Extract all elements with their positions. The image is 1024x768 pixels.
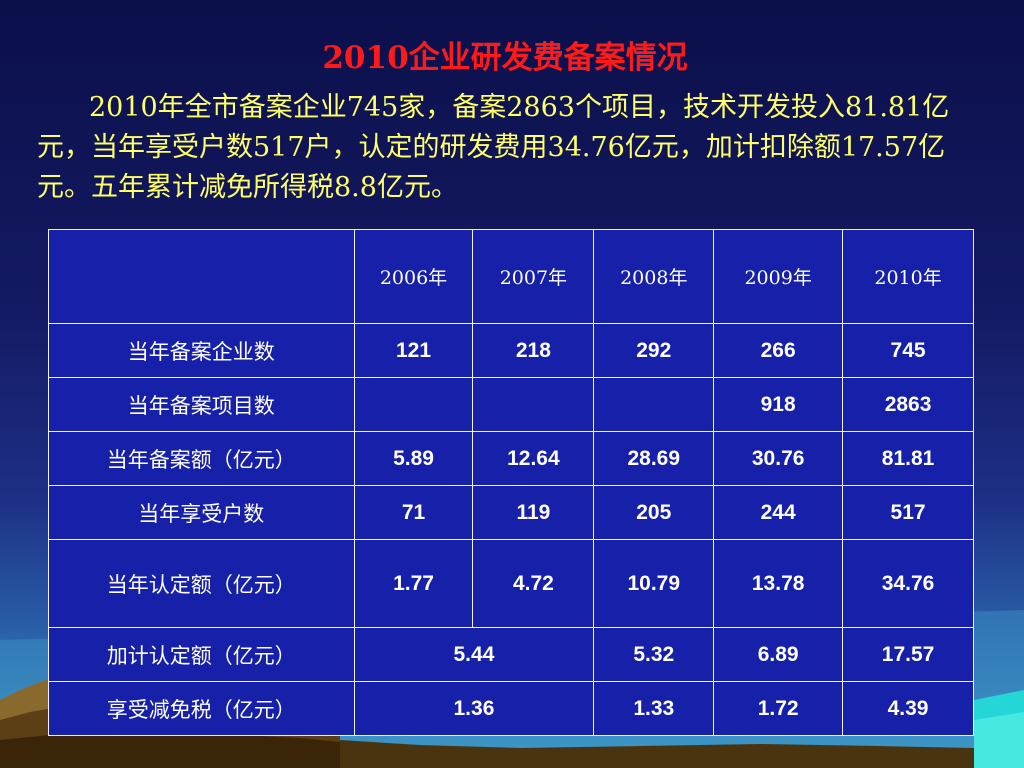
table-cell: 81.81 — [842, 431, 974, 486]
slide-title: 2010企业研发费备案情况 — [322, 40, 688, 76]
summary-text: 2010年全市备案企业745家，备案2863个项目，技术开发投入81.81亿元，… — [37, 92, 950, 203]
table-cell: 13.78 — [713, 539, 844, 628]
data-table: 2006年 2007年 2008年 2009年 2010年 当年备案企业数 12… — [48, 229, 974, 736]
table-cell: 5.32 — [593, 627, 715, 682]
table-cell: 4.39 — [842, 681, 974, 736]
table-header-row: 2006年 2007年 2008年 2009年 2010年 — [48, 229, 974, 324]
table-row-extra-deduction: 加计认定额（亿元） 5.44 5.32 6.89 17.57 — [48, 627, 974, 682]
table-row-certified: 当年认定额（亿元） 1.77 4.72 10.79 13.78 34.76 — [48, 539, 974, 628]
table-cell: 34.76 — [842, 539, 974, 628]
year-header: 2007年 — [472, 229, 595, 324]
table-cell: 28.69 — [593, 431, 715, 486]
row-label: 享受减免税（亿元） — [48, 681, 355, 736]
table-cell: 5.89 — [353, 431, 474, 486]
year-header: 2009年 — [713, 229, 844, 324]
table-cell: 745 — [842, 323, 974, 378]
table-row-tax-relief: 享受减免税（亿元） 1.36 1.33 1.72 4.39 — [48, 681, 974, 736]
table-cell: 517 — [842, 485, 974, 540]
table-row-amount: 当年备案额（亿元） 5.89 12.64 28.69 30.76 81.81 — [48, 431, 974, 486]
table-cell: 17.57 — [842, 627, 974, 682]
table-cell-merged: 5.44 — [353, 627, 595, 682]
table-cell: 918 — [713, 377, 844, 432]
year-header: 2008年 — [593, 229, 715, 324]
row-label: 当年备案企业数 — [48, 323, 355, 378]
table-cell: 10.79 — [593, 539, 715, 628]
table-cell: 30.76 — [713, 431, 844, 486]
row-label: 当年享受户数 — [48, 485, 355, 540]
table-corner-cell — [48, 229, 355, 324]
row-label: 当年备案额（亿元） — [48, 431, 355, 486]
table-row-projects: 当年备案项目数 918 2863 — [48, 377, 974, 432]
table-row-companies: 当年备案企业数 121 218 292 266 745 — [48, 323, 974, 378]
table-row-households: 当年享受户数 71 119 205 244 517 — [48, 485, 974, 540]
table-cell-merged: 1.36 — [353, 681, 595, 736]
summary-paragraph: 2010年全市备案企业745家，备案2863个项目，技术开发投入81.81亿元，… — [37, 88, 992, 208]
table-cell: 1.72 — [713, 681, 844, 736]
table-cell: 4.72 — [472, 539, 595, 628]
table-cell: 71 — [353, 485, 474, 540]
row-label: 当年认定额（亿元） — [48, 539, 355, 628]
table-cell — [353, 377, 474, 432]
table-cell — [593, 377, 715, 432]
table-cell — [472, 377, 595, 432]
table-cell: 205 — [593, 485, 715, 540]
table-cell: 12.64 — [472, 431, 595, 486]
year-header: 2010年 — [842, 229, 974, 324]
table-cell: 2863 — [842, 377, 974, 432]
table-cell: 244 — [713, 485, 844, 540]
year-header: 2006年 — [353, 229, 474, 324]
table-cell: 1.77 — [353, 539, 474, 628]
table-cell: 6.89 — [713, 627, 844, 682]
row-label: 当年备案项目数 — [48, 377, 355, 432]
table-cell: 266 — [713, 323, 844, 378]
table-cell: 121 — [353, 323, 474, 378]
row-label: 加计认定额（亿元） — [48, 627, 355, 682]
table-cell: 218 — [472, 323, 595, 378]
table-cell: 1.33 — [593, 681, 715, 736]
table-cell: 119 — [472, 485, 595, 540]
table-cell: 292 — [593, 323, 715, 378]
